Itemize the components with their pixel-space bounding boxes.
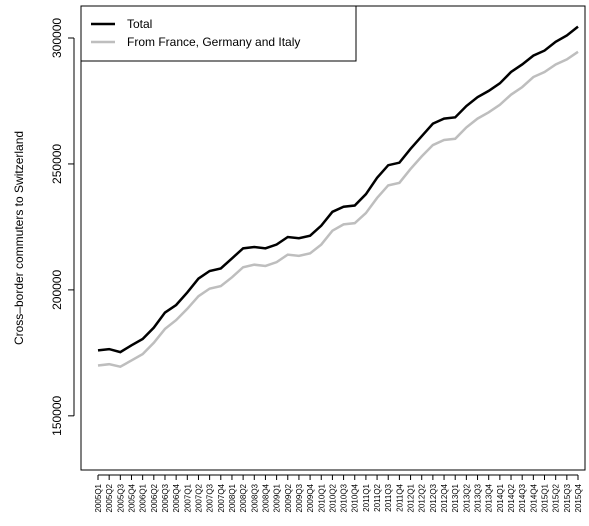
x-tick-label: 2006Q1 <box>139 483 148 512</box>
x-tick-label: 2007Q4 <box>217 483 226 512</box>
legend-label: From France, Germany and Italy <box>127 35 300 49</box>
x-tick-label: 2013Q1 <box>451 483 460 512</box>
x-tick-label: 2008Q2 <box>239 483 248 512</box>
x-tick-label: 2010Q1 <box>317 483 326 512</box>
x-tick-label: 2008Q3 <box>250 483 259 512</box>
x-tick-label: 2008Q4 <box>261 483 270 512</box>
x-tick-label: 2009Q4 <box>306 483 315 512</box>
x-tick-label: 2013Q4 <box>485 483 494 512</box>
x-tick-label: 2006Q4 <box>172 483 181 512</box>
y-tick-label: 300000 <box>50 18 64 58</box>
x-tick-label: 2011Q3 <box>384 483 393 511</box>
x-tick-label: 2010Q3 <box>340 483 349 512</box>
x-tick-label: 2008Q1 <box>228 483 237 512</box>
x-tick-label: 2011Q4 <box>395 483 404 511</box>
x-tick-label: 2011Q1 <box>362 483 371 511</box>
x-tick-label: 2009Q3 <box>295 483 304 512</box>
x-tick-label: 2014Q1 <box>496 483 505 512</box>
x-tick-label: 2007Q2 <box>194 483 203 512</box>
x-tick-label: 2015Q1 <box>541 483 550 512</box>
x-tick-label: 2015Q3 <box>563 483 572 512</box>
plot-box <box>80 5 586 471</box>
x-tick-label: 2015Q4 <box>574 483 583 512</box>
x-tick-label: 2012Q1 <box>407 483 416 512</box>
x-tick-label: 2014Q2 <box>507 483 516 512</box>
x-tick-label: 2005Q3 <box>116 483 125 512</box>
x-tick-label: 2005Q4 <box>127 483 136 512</box>
x-tick-label: 2006Q2 <box>150 483 159 512</box>
x-tick-label: 2009Q1 <box>273 483 282 512</box>
x-tick-label: 2014Q3 <box>518 483 527 512</box>
x-tick-label: 2013Q3 <box>474 483 483 512</box>
legend-box <box>80 5 357 62</box>
legend: Total From France, Germany and Italy <box>80 5 357 62</box>
x-tick-label: 2007Q1 <box>183 483 192 512</box>
x-tick-label: 2005Q2 <box>105 483 114 512</box>
x-tick-label: 2015Q2 <box>552 483 561 512</box>
y-tick-label: 250000 <box>50 144 64 184</box>
line-series <box>97 25 579 354</box>
y-tick-label: 200000 <box>50 270 64 310</box>
line-series <box>97 50 579 369</box>
y-tick-label: 150000 <box>50 395 64 435</box>
x-tick-label: 2010Q4 <box>351 483 360 512</box>
x-tick-label: 2010Q2 <box>328 483 337 512</box>
x-tick-label: 2005Q1 <box>94 483 103 512</box>
x-tick-label: 2011Q2 <box>373 483 382 511</box>
x-tick-label: 2012Q2 <box>418 483 427 512</box>
x-tick-label: 2013Q2 <box>462 483 471 512</box>
legend-label: Total <box>127 17 152 31</box>
x-tick-label: 2006Q3 <box>161 483 170 512</box>
y-axis-label: Cross–border commuters to Switzerland <box>12 131 26 345</box>
x-tick-label: 2014Q4 <box>529 483 538 512</box>
x-tick-label: 2012Q4 <box>440 483 449 512</box>
x-tick-label: 2007Q3 <box>206 483 215 512</box>
x-tick-label: 2012Q3 <box>429 483 438 512</box>
x-tick-label: 2009Q2 <box>284 483 293 512</box>
